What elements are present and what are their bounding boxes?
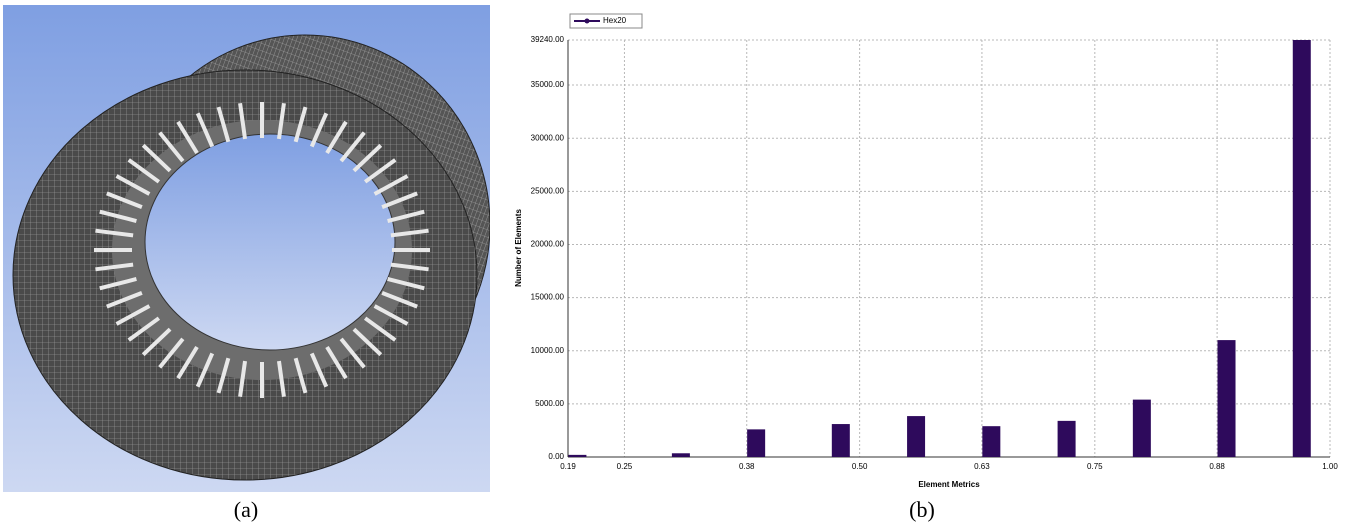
- bar: [1058, 421, 1076, 457]
- y-tick-label: 0.00: [548, 452, 564, 461]
- legend-label: Hex20: [603, 16, 627, 25]
- bar: [1133, 400, 1151, 457]
- mesh-render: [3, 5, 490, 492]
- x-tick-label: 0.63: [974, 462, 990, 471]
- figure: (a) (b) Element Metrics Number of Elemen…: [0, 0, 1357, 527]
- x-tick-label: 0.75: [1087, 462, 1103, 471]
- x-tick-label: 0.25: [617, 462, 633, 471]
- bar: [832, 424, 850, 457]
- legend-marker: [585, 19, 590, 24]
- caption: (a): [234, 497, 258, 522]
- y-tick-label: 25000.00: [531, 186, 565, 195]
- y-tick-label: 10000.00: [531, 346, 565, 355]
- x-tick-label: 1.00: [1322, 462, 1338, 471]
- bar: [747, 429, 765, 457]
- bar: [907, 416, 925, 457]
- y-tick-label: 20000.00: [531, 240, 565, 249]
- y-tick-label: 30000.00: [531, 133, 565, 142]
- bar: [1218, 340, 1236, 457]
- y-tick-label: 35000.00: [531, 80, 565, 89]
- x-tick-label: 0.38: [739, 462, 755, 471]
- bar: [1293, 40, 1311, 457]
- x-tick-label: 0.88: [1209, 462, 1225, 471]
- x-tick-label: 0.50: [852, 462, 868, 471]
- x-axis-label: Element Metrics: [918, 480, 980, 489]
- bar: [568, 455, 586, 457]
- y-tick-label: 39240.00: [531, 35, 565, 44]
- bar: [982, 426, 1000, 457]
- y-axis-label: Number of Elements: [514, 209, 523, 287]
- bar: [672, 453, 690, 457]
- y-tick-label: 5000.00: [535, 399, 564, 408]
- caption: (b): [909, 497, 935, 522]
- y-tick-label: 15000.00: [531, 293, 565, 302]
- x-tick-label: 0.19: [560, 462, 576, 471]
- page: (a) (b) Element Metrics Number of Elemen…: [0, 0, 1357, 527]
